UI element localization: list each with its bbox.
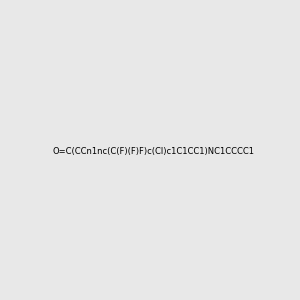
Text: O=C(CCn1nc(C(F)(F)F)c(Cl)c1C1CC1)NC1CCCC1: O=C(CCn1nc(C(F)(F)F)c(Cl)c1C1CC1)NC1CCCC… <box>53 147 255 156</box>
